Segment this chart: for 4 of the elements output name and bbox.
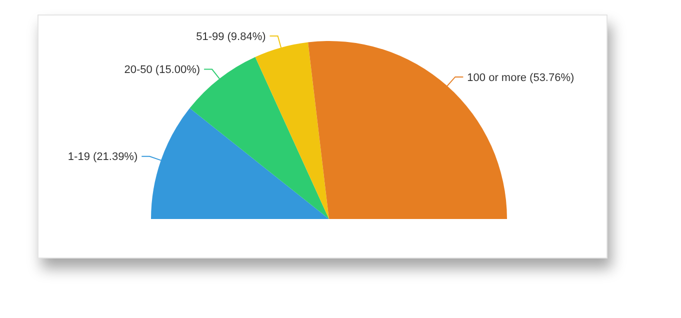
slice-label: 1-19 (21.39%) bbox=[68, 151, 138, 164]
slice-label: 100 or more (53.76%) bbox=[467, 72, 574, 84]
slice-label: 20-50 (15.00%) bbox=[124, 64, 200, 76]
slice-label: 51-99 (9.84%) bbox=[196, 30, 266, 43]
